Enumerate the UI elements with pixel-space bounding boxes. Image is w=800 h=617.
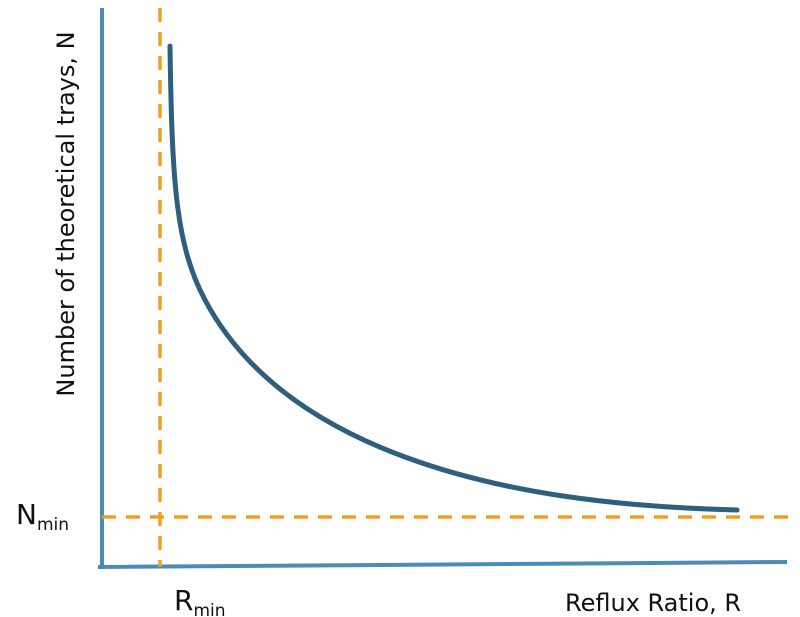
x-axis-label: Reflux Ratio, R [565,589,741,617]
y-axis-label: Number of theoretical trays, N [52,31,80,396]
r-min-label: Rmin [174,584,226,617]
n-min-label-sub: min [37,515,69,535]
r-min-label-sub: min [193,601,225,617]
n-min-label-main: N [16,498,37,531]
n-min-label: Nmin [16,498,69,535]
r-min-label-main: R [174,584,193,617]
x-axis [97,559,788,570]
tray-count-curve [167,43,740,513]
